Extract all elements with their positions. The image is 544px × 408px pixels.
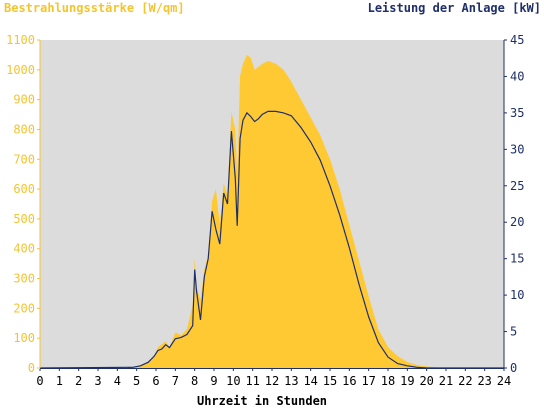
right-tick-label: 15 (510, 252, 524, 266)
left-tick-label: 800 (13, 122, 35, 136)
x-tick-label: 4 (114, 374, 121, 388)
x-tick-label: 10 (226, 374, 240, 388)
left-tick-label: 500 (13, 212, 35, 226)
x-axis-title: Uhrzeit in Stunden (197, 394, 327, 408)
right-tick-label: 25 (510, 179, 524, 193)
x-tick-label: 15 (323, 374, 337, 388)
left-tick-label: 1100 (6, 33, 35, 47)
x-tick-label: 22 (458, 374, 472, 388)
x-tick-label: 14 (303, 374, 317, 388)
irradiance-area (40, 54, 504, 369)
left-tick-label: 600 (13, 182, 35, 196)
x-tick-label: 18 (381, 374, 395, 388)
right-tick-label: 45 (510, 33, 524, 47)
left-axis-ticks: 0 100 200 300 400 500 600 700 800 900 1000 1100 (6, 33, 40, 375)
right-tick-label: 5 (510, 325, 517, 339)
x-tick-label: 19 (400, 374, 414, 388)
x-tick-label: 11 (245, 374, 259, 388)
right-axis-ticks: 0 5 10 15 20 25 30 35 40 45 (504, 33, 524, 375)
x-tick-label: 1 (56, 374, 63, 388)
x-tick-label: 9 (210, 374, 217, 388)
x-tick-label: 21 (439, 374, 453, 388)
x-axis-ticks: 0 1 2 3 4 5 6 7 8 9 10 11 12 13 14 15 16 17 18 19 20 21 22 23 24 (36, 368, 511, 388)
right-tick-label: 0 (510, 361, 517, 375)
right-tick-label: 20 (510, 215, 524, 229)
x-tick-label: 17 (361, 374, 375, 388)
x-tick-label: 24 (497, 374, 511, 388)
x-tick-label: 5 (133, 374, 140, 388)
power-line (39, 110, 504, 369)
left-axis-title: Bestrahlungsstärke [W/qm] (4, 1, 185, 15)
left-tick-label: 0 (28, 361, 35, 375)
left-tick-label: 100 (13, 331, 35, 345)
x-tick-label: 13 (284, 374, 298, 388)
left-tick-label: 200 (13, 301, 35, 315)
right-tick-label: 10 (510, 288, 524, 302)
x-tick-label: 2 (75, 374, 82, 388)
x-tick-label: 3 (94, 374, 101, 388)
x-tick-label: 7 (172, 374, 179, 388)
x-tick-label: 0 (36, 374, 43, 388)
x-tick-label: 6 (152, 374, 159, 388)
x-tick-label: 20 (419, 374, 433, 388)
right-axis-title: Leistung der Anlage [kW] (368, 1, 541, 15)
right-tick-label: 40 (510, 69, 524, 83)
x-tick-label: 23 (477, 374, 491, 388)
x-tick-label: 8 (191, 374, 198, 388)
x-tick-label: 12 (265, 374, 279, 388)
left-tick-label: 900 (13, 93, 35, 107)
right-tick-label: 35 (510, 106, 524, 120)
left-tick-label: 300 (13, 272, 35, 286)
right-tick-label: 30 (510, 142, 524, 156)
x-tick-label: 16 (342, 374, 356, 388)
left-tick-label: 1000 (6, 63, 35, 77)
left-tick-label: 400 (13, 242, 35, 256)
left-tick-label: 700 (13, 152, 35, 166)
